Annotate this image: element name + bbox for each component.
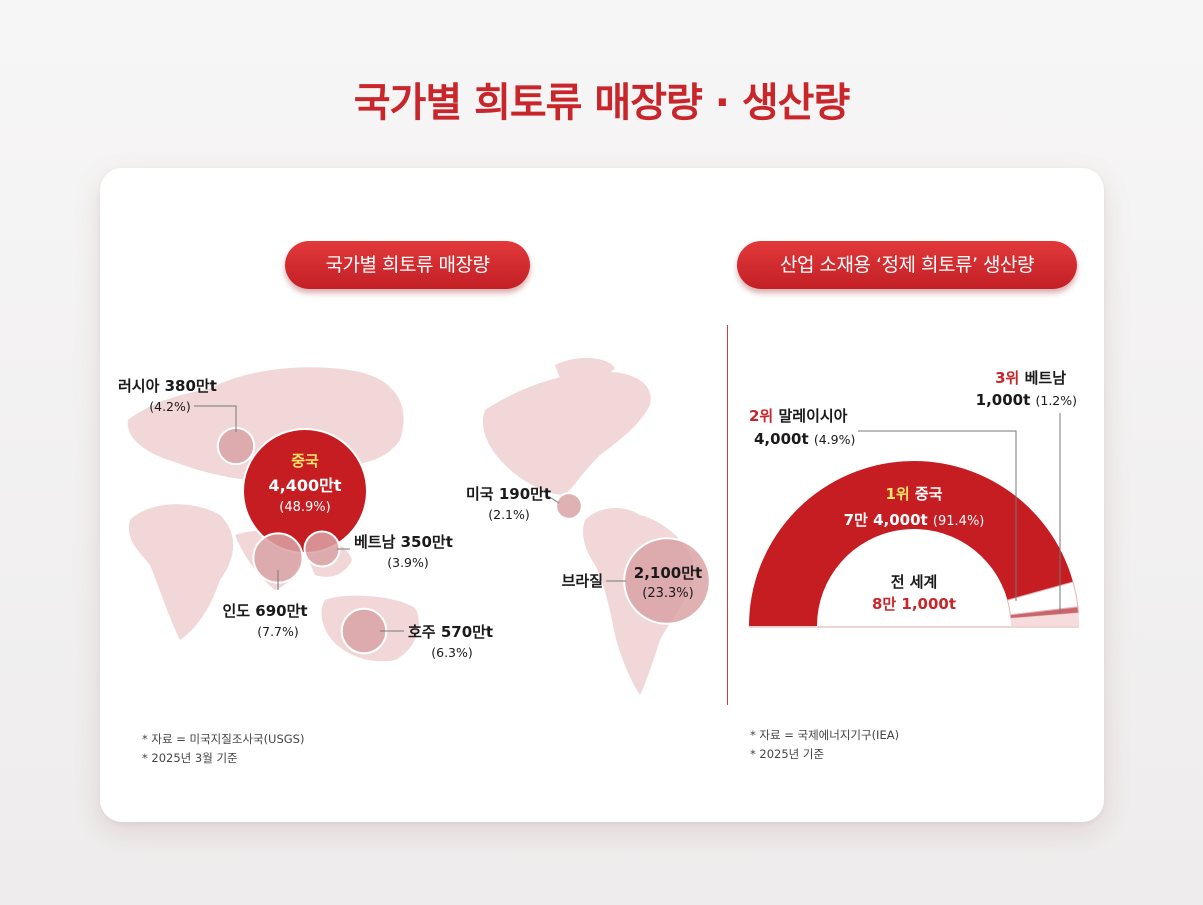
leader-malaysia (858, 430, 1017, 601)
label-india-value: 인도 690만t (222, 602, 307, 620)
label-prod-center: 전 세계 (891, 573, 938, 591)
world-land-2 (128, 504, 234, 640)
label-india-share: (7.7%) (257, 624, 299, 639)
production-note-source: * 자료 = 국제에너지기구(IEA) (750, 728, 900, 742)
label-australia-share: (6.3%) (431, 645, 473, 660)
label-prod-china-rank: 1위 중국 (885, 485, 942, 503)
reserve-bubble-4 (216, 426, 256, 466)
label-usa-value: 미국 190만t (466, 485, 551, 503)
reserve-bubble-3 (340, 607, 388, 655)
reserves-notes: * 자료 = 미국지질조사국(USGS) * 2025년 3월 기준 (142, 730, 304, 768)
label-prod-vietnam-value: 1,000t (1.2%) (976, 391, 1077, 409)
label-brazil-share: (23.3%) (642, 586, 693, 601)
production-slice-0 (749, 461, 1074, 626)
leader-russia (194, 405, 237, 432)
label-prod-total: 8만 1,000t (872, 595, 956, 613)
label-china-share: (48.9%) (279, 500, 330, 515)
production-slice-2 (1009, 606, 1080, 619)
production-notes: * 자료 = 국제에너지기구(IEA) * 2025년 기준 (750, 726, 899, 764)
label-prod-vietnam-rank: 3위 베트남 (995, 369, 1066, 387)
world-land-6 (482, 371, 651, 495)
label-prod-malaysia-rank: 2위 말레이시아 (749, 407, 848, 425)
production-note-date: * 2025년 기준 (750, 747, 825, 761)
label-russia-share: (4.2%) (149, 399, 191, 414)
production-slice-rest (1010, 613, 1079, 626)
panel-divider (727, 325, 728, 705)
reserves-note-date: * 2025년 3월 기준 (142, 751, 238, 765)
label-brazil-name: 브라질 (562, 572, 603, 590)
label-china-name: 중국 (291, 452, 319, 470)
reserves-heading: 국가별 희토류 매장량 (285, 241, 530, 289)
leader-usa (547, 495, 560, 504)
label-australia-value: 호주 570만t (408, 623, 493, 641)
reserves-note-source: * 자료 = 미국지질조사국(USGS) (142, 732, 305, 746)
label-prod-malaysia-value: 4,000t (4.9%) (754, 430, 855, 448)
reserve-bubble-5 (303, 530, 341, 568)
label-usa-share: (2.1%) (488, 507, 530, 522)
label-vietnam-value: 베트남 350만t (354, 533, 453, 551)
world-land-1 (200, 367, 404, 465)
label-brazil-value: 2,100만t (634, 564, 702, 582)
page-title: 국가별 희토류 매장량 · 생산량 (353, 80, 851, 126)
label-vietnam-share: (3.9%) (387, 555, 429, 570)
production-heading: 산업 소재용 ‘정제 희토류’ 생산량 (737, 241, 1077, 289)
label-russia-value: 러시아 380만t (118, 377, 217, 395)
label-prod-china-value: 7만 4,000t (91.4%) (844, 511, 985, 529)
reserve-bubble-6 (555, 492, 583, 520)
label-china-value: 4,400만t (269, 476, 342, 495)
world-land-7 (555, 357, 615, 380)
